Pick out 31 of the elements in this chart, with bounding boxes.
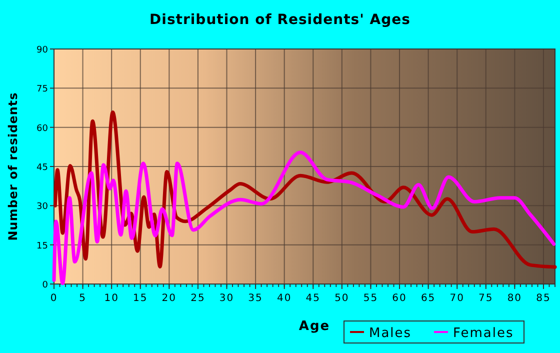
x-tick-label: 35 <box>248 293 263 304</box>
y-tick-label: 90 <box>36 46 48 56</box>
y-tick-label: 15 <box>36 241 48 252</box>
x-tick-label: 5 <box>79 293 86 304</box>
x-tick-label: 25 <box>190 293 206 304</box>
legend-label: Females <box>453 326 514 341</box>
x-axis-title: Age <box>298 319 330 334</box>
chart-title: Distribution of Residents' Ages <box>150 12 410 28</box>
x-tick-label: 0 <box>50 293 58 304</box>
x-tick-label: 60 <box>392 293 407 304</box>
x-tick-label: 85 <box>536 293 551 304</box>
x-tick-label: 75 <box>478 293 494 304</box>
y-axis-title: Number of residents <box>6 92 20 241</box>
x-tick-label: 50 <box>334 293 350 304</box>
x-tick-label: 45 <box>306 293 321 304</box>
x-tick-label: 20 <box>162 293 177 304</box>
x-tick-label: 15 <box>133 293 148 304</box>
y-tick-label: 0 <box>42 280 48 290</box>
x-tick-label: 40 <box>276 293 292 304</box>
x-tick-label: 65 <box>420 293 436 304</box>
x-tick-label: 70 <box>450 293 464 304</box>
y-tick-label: 75 <box>36 84 48 95</box>
legend-label: Males <box>369 326 412 341</box>
x-tick-label: 30 <box>219 293 234 304</box>
x-tick-label: 80 <box>507 293 522 304</box>
line-series <box>52 150 556 286</box>
y-tick-label: 30 <box>36 202 48 212</box>
y-tick-label: 60 <box>36 124 48 134</box>
x-tick-label: 10 <box>104 293 119 304</box>
x-tick-label: 55 <box>363 293 378 304</box>
y-tick-label: 45 <box>36 163 48 173</box>
